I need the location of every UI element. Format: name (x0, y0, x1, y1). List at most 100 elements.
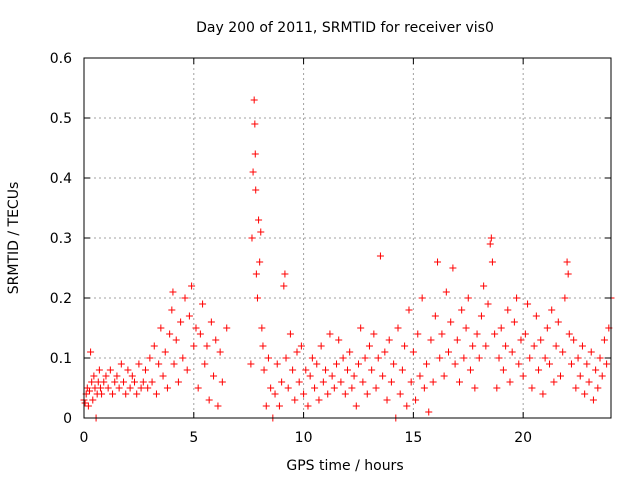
data-point (124, 366, 132, 374)
data-point (256, 258, 264, 266)
data-point (278, 378, 286, 386)
data-point (216, 348, 224, 356)
data-point (177, 318, 185, 326)
data-point (141, 366, 149, 374)
data-point (418, 294, 426, 302)
data-point (344, 366, 351, 374)
data-point (350, 372, 358, 380)
data-point (589, 396, 597, 404)
data-point (271, 390, 279, 398)
data-point (596, 354, 604, 362)
data-point (436, 354, 444, 362)
data-point (510, 318, 518, 326)
data-point (502, 342, 510, 350)
data-point (133, 390, 141, 398)
data-point (517, 336, 525, 344)
data-point (513, 294, 521, 302)
data-point (308, 354, 316, 362)
data-point (559, 348, 567, 356)
data-point (387, 378, 395, 386)
data-point (471, 384, 479, 392)
data-point (319, 378, 327, 386)
data-point (363, 390, 371, 398)
data-points (80, 96, 615, 422)
data-point (420, 384, 428, 392)
data-point (491, 330, 499, 338)
data-point (304, 402, 312, 410)
data-point (262, 402, 270, 410)
data-point (218, 378, 226, 386)
data-point (339, 354, 347, 362)
data-point (247, 360, 255, 368)
data-point (541, 354, 549, 362)
data-point (535, 366, 543, 374)
data-point (493, 384, 501, 392)
data-point (273, 360, 281, 368)
data-point (379, 372, 387, 380)
data-point (170, 360, 178, 368)
data-point (126, 384, 134, 392)
data-point (341, 390, 349, 398)
data-point (90, 372, 98, 380)
data-point (423, 360, 431, 368)
data-point (248, 234, 256, 242)
data-point (563, 258, 571, 266)
data-point (480, 282, 488, 290)
grid (84, 58, 611, 418)
data-point (302, 366, 310, 374)
x-tick-label: 20 (514, 430, 532, 446)
data-point (469, 342, 477, 350)
data-point (390, 360, 398, 368)
data-point (440, 372, 448, 380)
data-point (434, 258, 442, 266)
data-point (528, 384, 536, 392)
data-point (497, 324, 505, 332)
data-point (286, 330, 294, 338)
data-point (487, 234, 495, 242)
data-point (556, 372, 564, 380)
data-point (425, 408, 433, 416)
axis-ticks: 0 0.1 0.2 0.3 0.4 0.5 0.6 0 5 10 15 20 (50, 51, 611, 446)
data-point (115, 384, 123, 392)
data-point (482, 342, 490, 350)
data-point (330, 384, 338, 392)
data-point (259, 342, 267, 350)
data-point (252, 270, 260, 278)
data-point (587, 348, 595, 356)
data-point (291, 396, 299, 404)
data-point (89, 396, 97, 404)
data-point (144, 384, 152, 392)
data-point (84, 402, 92, 410)
data-point (499, 366, 507, 374)
data-point (354, 360, 362, 368)
data-point (122, 390, 130, 398)
data-point (174, 378, 182, 386)
data-point (407, 378, 415, 386)
data-point (550, 378, 558, 386)
data-point (169, 288, 177, 296)
y-tick-label: 0 (63, 411, 72, 427)
data-point (521, 330, 529, 338)
data-point (352, 402, 360, 410)
data-point (295, 378, 303, 386)
data-point (284, 384, 292, 392)
data-point (396, 390, 404, 398)
data-point (251, 150, 259, 158)
data-point (381, 348, 389, 356)
data-point (251, 120, 259, 128)
data-point (567, 360, 575, 368)
data-point (293, 348, 301, 356)
x-axis-label: GPS time / hours (286, 458, 403, 474)
data-point (594, 384, 602, 392)
data-point (300, 390, 308, 398)
data-point (311, 384, 319, 392)
data-point (451, 360, 459, 368)
data-point (214, 402, 222, 410)
data-point (427, 336, 435, 344)
data-point (282, 354, 290, 362)
data-point (280, 282, 288, 290)
data-point (85, 387, 93, 395)
data-point (561, 294, 569, 302)
data-point (405, 306, 413, 314)
